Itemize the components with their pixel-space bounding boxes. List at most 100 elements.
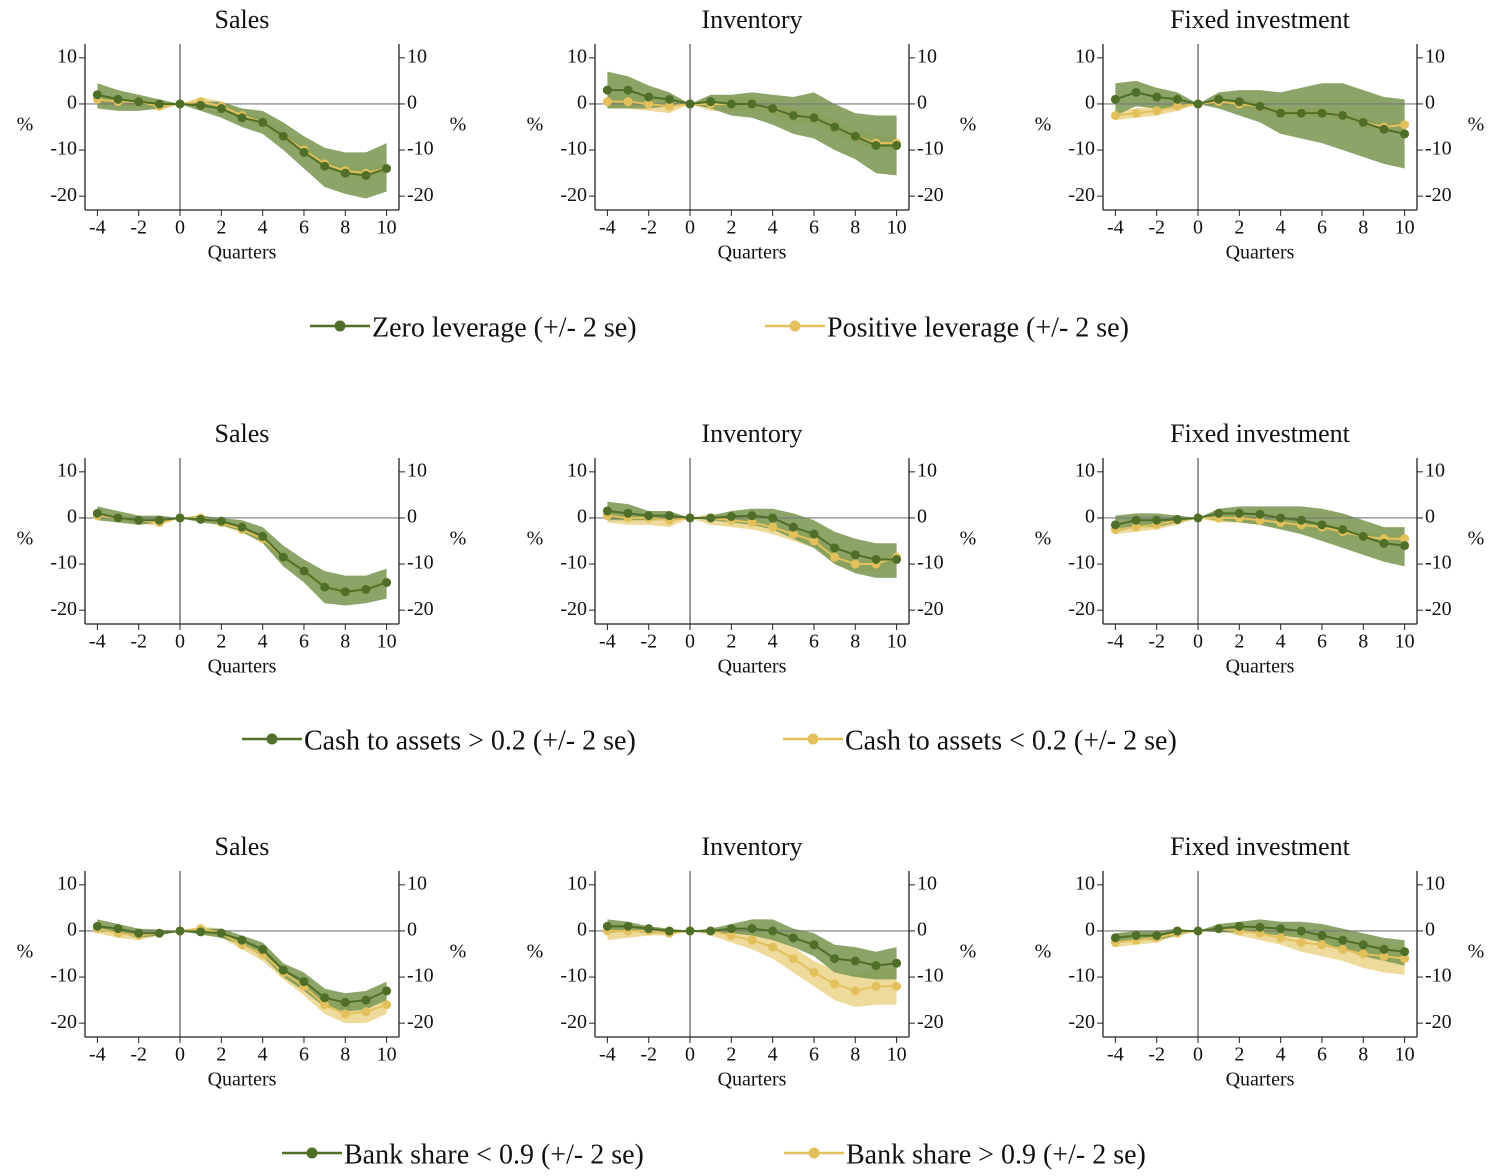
point — [892, 140, 902, 150]
x-tick-label: 8 — [850, 631, 860, 653]
y-tick-label: -10 — [560, 138, 587, 160]
y-tick-label: -10 — [560, 965, 587, 987]
confidence-band — [1115, 513, 1405, 544]
point — [747, 924, 757, 934]
point — [768, 513, 778, 523]
x-axis-label: Quarters — [1226, 656, 1295, 678]
point — [1214, 94, 1224, 104]
y2-tick-label: -10 — [407, 138, 434, 160]
legend: Bank share < 0.9 (+/- 2 se) Bank share > … — [282, 1139, 1146, 1170]
y2-tick-label: 10 — [1425, 872, 1445, 894]
point — [788, 529, 798, 539]
x-tick-label: 10 — [887, 217, 907, 239]
point — [299, 566, 309, 576]
x-tick-label: -4 — [599, 217, 616, 239]
point — [644, 511, 654, 521]
point — [1358, 940, 1368, 950]
x-axis-label: Quarters — [718, 1069, 787, 1091]
y-tick-label: 10 — [1075, 872, 1095, 894]
point — [1296, 515, 1306, 525]
point — [361, 995, 371, 1005]
point — [685, 513, 695, 523]
point — [809, 536, 819, 546]
y2-tick-label: 0 — [917, 92, 927, 114]
point — [1214, 924, 1224, 934]
x-tick-label: -4 — [599, 1044, 616, 1066]
point — [1131, 931, 1141, 941]
y-tick-label: 0 — [577, 919, 587, 941]
x-tick-label: 4 — [258, 217, 268, 239]
x-tick-label: 6 — [1317, 217, 1327, 239]
y-tick-label: -10 — [50, 965, 77, 987]
point — [92, 90, 102, 100]
panel-title: Fixed investment — [1170, 832, 1351, 861]
y-tick-label: -20 — [560, 598, 587, 620]
panel-title: Fixed investment — [1170, 419, 1351, 448]
point — [1379, 951, 1389, 961]
y-axis-label: % — [17, 114, 34, 136]
point — [92, 508, 102, 518]
y2-tick-label: -20 — [407, 598, 434, 620]
panel-title: Sales — [215, 419, 270, 448]
panel-title: Sales — [215, 5, 270, 34]
point — [664, 926, 674, 936]
point — [623, 85, 633, 95]
x-tick-label: 2 — [216, 631, 226, 653]
point — [664, 511, 674, 521]
x-tick-label: 8 — [1358, 631, 1368, 653]
legend-marker — [808, 1147, 820, 1159]
y-axis-label: % — [1035, 941, 1052, 963]
point — [1110, 110, 1120, 120]
x-tick-label: 8 — [850, 217, 860, 239]
point — [1296, 926, 1306, 936]
point — [1234, 97, 1244, 107]
confidence-band — [97, 83, 387, 199]
point — [1276, 108, 1286, 118]
x-tick-label: 4 — [258, 631, 268, 653]
y-axis-label: % — [527, 114, 544, 136]
panel-title: Inventory — [701, 5, 802, 34]
x-axis-label: Quarters — [1226, 242, 1295, 264]
point — [154, 99, 164, 109]
y-tick-label: 10 — [1075, 459, 1095, 481]
point — [706, 926, 716, 936]
y-tick-label: 0 — [67, 919, 77, 941]
y-tick-label: -10 — [1068, 138, 1095, 160]
y2-tick-label: 10 — [917, 459, 937, 481]
point — [1317, 108, 1327, 118]
point — [340, 168, 350, 178]
point — [134, 97, 144, 107]
y2-tick-label: -20 — [1425, 1011, 1452, 1033]
x-tick-label: 6 — [299, 1044, 309, 1066]
point — [1276, 924, 1286, 934]
point — [1317, 940, 1327, 950]
point — [830, 979, 840, 989]
x-axis-label: Quarters — [208, 242, 277, 264]
point — [602, 97, 612, 107]
confidence-band — [607, 921, 897, 1008]
point — [1234, 508, 1244, 518]
point — [850, 131, 860, 141]
x-tick-label: 10 — [377, 631, 397, 653]
point — [1379, 124, 1389, 134]
legend-marker — [334, 320, 346, 332]
y2-tick-label: 10 — [407, 459, 427, 481]
point — [299, 977, 309, 987]
y2-tick-label: 0 — [917, 919, 927, 941]
point — [747, 935, 757, 945]
point — [644, 99, 654, 109]
x-tick-label: 8 — [1358, 217, 1368, 239]
point — [830, 543, 840, 553]
x-tick-label: 8 — [340, 217, 350, 239]
y2-tick-label: 10 — [407, 872, 427, 894]
x-tick-label: 4 — [1276, 631, 1286, 653]
y2-tick-label: 10 — [917, 872, 937, 894]
x-tick-label: 4 — [1276, 1044, 1286, 1066]
point — [1379, 538, 1389, 548]
x-tick-label: 0 — [175, 217, 185, 239]
point — [809, 113, 819, 123]
legend: Cash to assets > 0.2 (+/- 2 se) Cash to a… — [242, 725, 1177, 756]
